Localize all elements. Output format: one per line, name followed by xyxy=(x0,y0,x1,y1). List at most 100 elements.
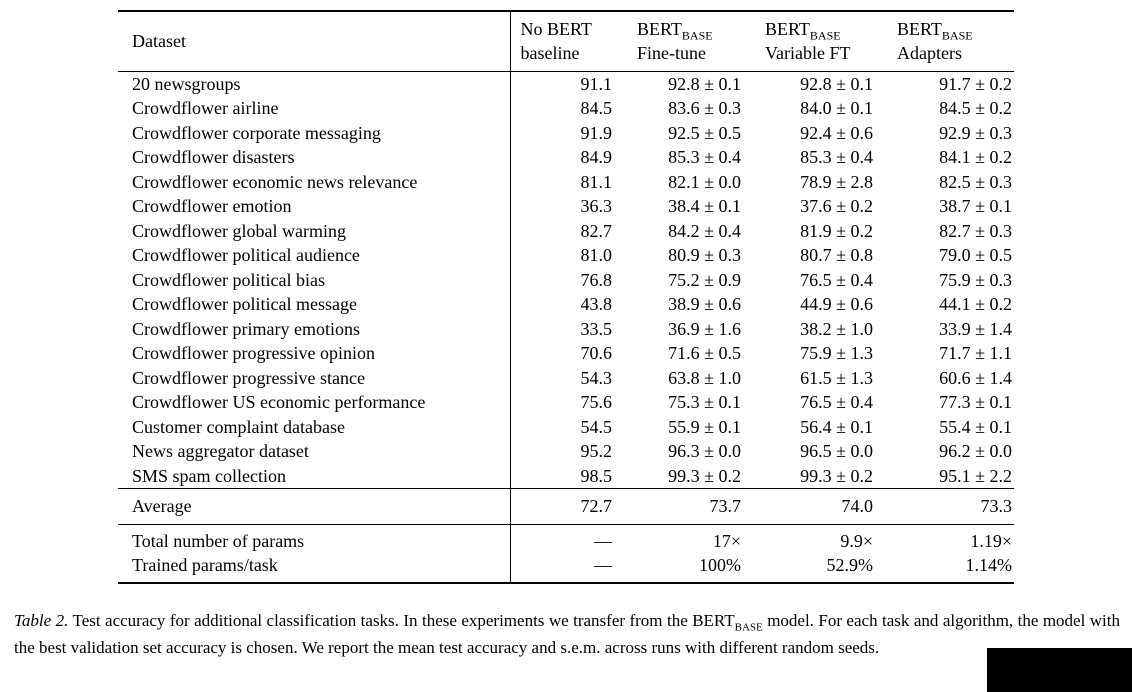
cell-value: 36.9 ± 1.6 xyxy=(668,318,741,339)
cell-value: 9.9× xyxy=(755,523,885,553)
row-label: Total number of params xyxy=(118,523,511,553)
header-row: Dataset No BERT baseline BERTBASE Fine-t… xyxy=(118,11,1014,72)
average-value: 73.7 xyxy=(625,487,755,524)
row-label: Crowdflower global warming xyxy=(118,218,511,243)
cell-value: 54.3 xyxy=(580,367,613,388)
table-row: 20 newsgroups 91.1 92.8 ± 0.1 92.8 ± 0.1… xyxy=(118,71,1014,96)
table-caption: Table 2. Test accuracy for additional cl… xyxy=(14,608,1120,661)
cell-value: 81.9 ± 0.2 xyxy=(800,220,873,241)
header-line2: baseline xyxy=(520,43,580,63)
table-row: Total number of params — 17× 9.9× 1.19× xyxy=(118,523,1014,553)
cell-value: 38.4 ± 0.1 xyxy=(668,196,741,217)
cell-value: 82.1 ± 0.0 xyxy=(668,171,741,192)
cell-value: 84.9 xyxy=(580,147,613,168)
table-row: Crowdflower political message 43.8 38.9 … xyxy=(118,292,1014,317)
cell-value: 82.7 xyxy=(580,220,613,241)
cell-value: 76.5 ± 0.4 xyxy=(800,392,873,413)
row-label: Crowdflower political message xyxy=(118,292,511,317)
column-header-bert-adapters: BERTBASE Adapters xyxy=(885,11,1014,72)
cell-value: 95.1 ± 2.2 xyxy=(939,465,1012,486)
table-row: Crowdflower global warming 82.7 84.2 ± 0… xyxy=(118,218,1014,243)
cell-value: 54.5 xyxy=(580,416,613,437)
cell-value: 82.5 ± 0.3 xyxy=(939,171,1012,192)
cell-value: 99.3 ± 0.2 xyxy=(800,465,873,486)
row-label: Customer complaint database xyxy=(118,414,511,439)
table-row: Crowdflower political audience 81.0 80.9… xyxy=(118,243,1014,268)
cell-value: 55.9 ± 0.1 xyxy=(668,416,741,437)
header-line1: No BERT xyxy=(520,19,592,39)
table-row: Crowdflower primary emotions 33.5 36.9 ±… xyxy=(118,316,1014,341)
cell-value: — xyxy=(510,523,625,553)
table-body: 20 newsgroups 91.1 92.8 ± 0.1 92.8 ± 0.1… xyxy=(118,71,1014,488)
column-header-bert-finetune: BERTBASE Fine-tune xyxy=(625,11,755,72)
table-row: Trained params/task — 100% 52.9% 1.14% xyxy=(118,552,1014,583)
cell-value: 55.4 ± 0.1 xyxy=(939,416,1012,437)
caption-bert-name: BERTBASE xyxy=(692,611,763,634)
cell-value: 75.3 ± 0.1 xyxy=(668,392,741,413)
cell-value: 85.3 ± 0.4 xyxy=(668,147,741,168)
row-label: Crowdflower airline xyxy=(118,96,511,121)
caption-text-before: Test accuracy for additional classificat… xyxy=(68,611,693,630)
cell-value: 56.4 ± 0.1 xyxy=(800,416,873,437)
cell-value: 63.8 ± 1.0 xyxy=(668,367,741,388)
table-row: Crowdflower US economic performance 75.6… xyxy=(118,390,1014,415)
table-row: Crowdflower corporate messaging 91.9 92.… xyxy=(118,120,1014,145)
cell-value: 99.3 ± 0.2 xyxy=(668,465,741,486)
row-label: Crowdflower political bias xyxy=(118,267,511,292)
cell-value: 84.1 ± 0.2 xyxy=(939,147,1012,168)
table-header: Dataset No BERT baseline BERTBASE Fine-t… xyxy=(118,11,1014,72)
column-header-dataset: Dataset xyxy=(118,11,511,72)
cell-value: 38.2 ± 1.0 xyxy=(800,318,873,339)
cell-value: 95.2 xyxy=(580,441,613,462)
cell-value: 96.3 ± 0.0 xyxy=(668,441,741,462)
average-row: Average 72.7 73.7 74.0 73.3 xyxy=(118,487,1014,524)
cell-value: 77.3 ± 0.1 xyxy=(939,392,1012,413)
cell-value: 37.6 ± 0.2 xyxy=(800,196,873,217)
results-table: Dataset No BERT baseline BERTBASE Fine-t… xyxy=(118,10,1014,584)
average-label: Average xyxy=(118,487,511,524)
row-label: Crowdflower corporate messaging xyxy=(118,120,511,145)
cell-value: 70.6 xyxy=(580,343,613,364)
cell-value: 85.3 ± 0.4 xyxy=(800,147,873,168)
cell-value: 92.8 ± 0.1 xyxy=(668,74,741,94)
cell-value: 91.7 ± 0.2 xyxy=(939,74,1012,94)
average-value: 73.3 xyxy=(885,487,1014,524)
header-line2: Fine-tune xyxy=(637,43,706,63)
table-row: Crowdflower disasters 84.9 85.3 ± 0.4 85… xyxy=(118,145,1014,170)
cell-value: 96.2 ± 0.0 xyxy=(939,441,1012,462)
cell-value: 81.1 xyxy=(580,171,613,192)
column-header-bert-variable-ft: BERTBASE Variable FT xyxy=(755,11,885,72)
cell-value: 84.5 ± 0.2 xyxy=(939,98,1012,119)
cell-value: 100% xyxy=(699,554,741,575)
cell-value: 83.6 ± 0.3 xyxy=(668,98,741,119)
cell-value: 44.9 ± 0.6 xyxy=(800,294,873,315)
caption-text-after: model. For each task and algorithm, the … xyxy=(14,611,1120,657)
row-label: SMS spam collection xyxy=(118,463,511,488)
cell-value: 92.5 ± 0.5 xyxy=(668,122,741,143)
cell-value: 82.7 ± 0.3 xyxy=(939,220,1012,241)
cell-value: 91.1 xyxy=(580,74,613,94)
cell-value: 92.4 ± 0.6 xyxy=(800,122,873,143)
cell-value: 38.9 ± 0.6 xyxy=(668,294,741,315)
black-redaction-box xyxy=(987,648,1132,692)
cell-value: 91.9 xyxy=(580,122,613,143)
cell-value: 36.3 xyxy=(580,196,613,217)
cell-value: 80.7 ± 0.8 xyxy=(800,245,873,266)
cell-value: — xyxy=(594,554,612,575)
cell-value: 98.5 xyxy=(580,465,613,486)
cell-value: 17× xyxy=(625,523,755,553)
row-label: Crowdflower progressive stance xyxy=(118,365,511,390)
cell-value: 75.9 ± 0.3 xyxy=(939,269,1012,290)
row-label: Trained params/task xyxy=(118,552,511,583)
average-section: Average 72.7 73.7 74.0 73.3 xyxy=(118,487,1014,524)
cell-value: 81.0 xyxy=(580,245,613,266)
table-row: Crowdflower political bias 76.8 75.2 ± 0… xyxy=(118,267,1014,292)
table-row: Crowdflower airline 84.5 83.6 ± 0.3 84.0… xyxy=(118,96,1014,121)
header-line2: Variable FT xyxy=(765,43,851,63)
caption-label: Table 2. xyxy=(14,611,69,630)
cell-value: 44.1 ± 0.2 xyxy=(939,294,1012,315)
table-row: SMS spam collection 98.5 99.3 ± 0.2 99.3… xyxy=(118,463,1014,488)
table-row: Crowdflower economic news relevance 81.1… xyxy=(118,169,1014,194)
table-row: Crowdflower progressive stance 54.3 63.8… xyxy=(118,365,1014,390)
cell-value: 76.5 ± 0.4 xyxy=(800,269,873,290)
